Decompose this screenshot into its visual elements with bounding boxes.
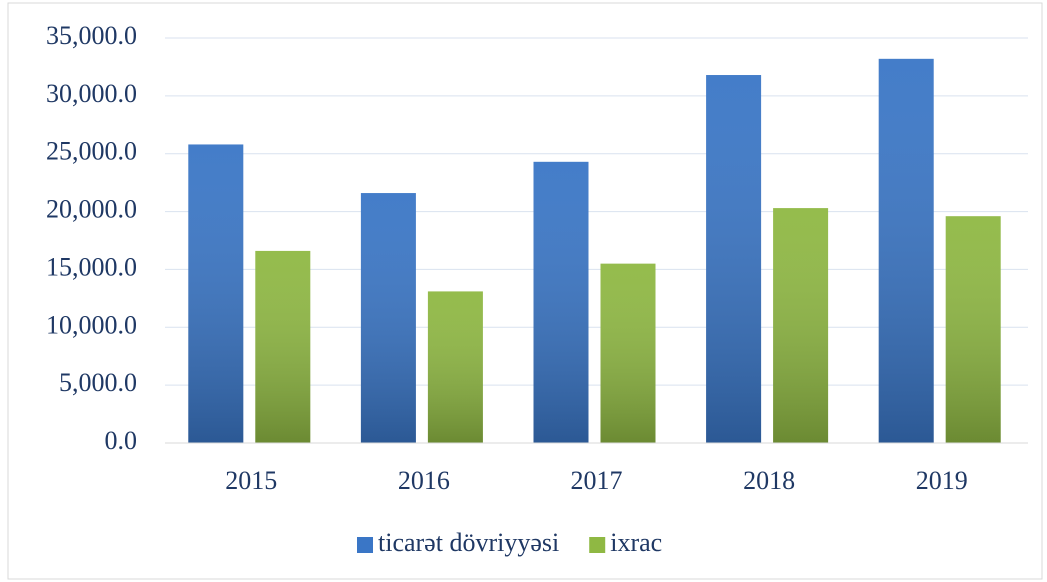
y-tick-label: 25,000.0 bbox=[46, 137, 137, 166]
legend-swatch bbox=[589, 537, 606, 553]
x-tick-label: 2018 bbox=[743, 466, 795, 495]
legend-text: ticarət dövriyyəsi bbox=[378, 528, 559, 557]
x-tick-label: 2017 bbox=[571, 466, 623, 495]
bar-shading bbox=[773, 208, 829, 443]
bar-shading bbox=[600, 263, 656, 443]
y-tick-label: 20,000.0 bbox=[46, 195, 137, 224]
x-tick-label: 2015 bbox=[225, 466, 277, 495]
bar-shading bbox=[945, 216, 1001, 443]
bar-shading bbox=[706, 75, 762, 444]
bar-shading bbox=[878, 58, 934, 443]
bar-shading bbox=[533, 161, 589, 444]
y-tick-label: 15,000.0 bbox=[46, 252, 137, 281]
x-tick-label: 2016 bbox=[398, 466, 450, 495]
y-tick-label: 35,000.0 bbox=[46, 21, 137, 50]
legend-swatch bbox=[357, 537, 373, 553]
bar-shading bbox=[427, 291, 483, 443]
y-tick-label: 30,000.0 bbox=[46, 79, 137, 108]
legend-text: ixrac bbox=[610, 528, 662, 557]
chart-frame bbox=[7, 2, 1043, 580]
y-tick-label: 10,000.0 bbox=[46, 310, 137, 339]
y-tick-label: 0.0 bbox=[105, 426, 138, 455]
y-tick-label: 5,000.0 bbox=[59, 368, 137, 397]
bar-shading bbox=[360, 193, 416, 443]
bar-shading bbox=[188, 144, 244, 443]
x-tick-label: 2019 bbox=[916, 466, 968, 495]
bar-shading bbox=[255, 250, 311, 443]
